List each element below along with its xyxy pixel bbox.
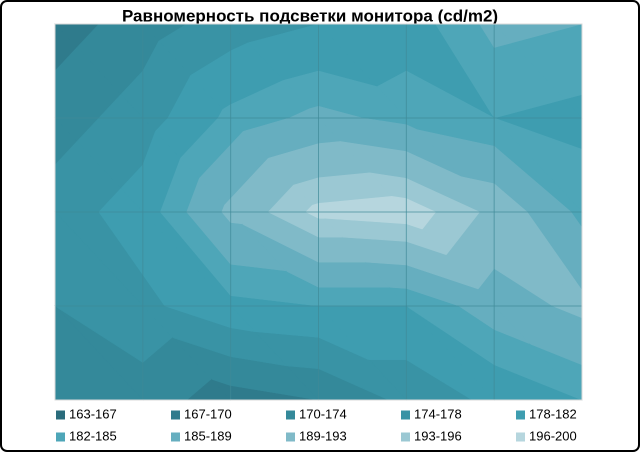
legend-label: 196-200 bbox=[529, 428, 577, 443]
plot-area bbox=[53, 23, 583, 401]
legend-label: 170-174 bbox=[299, 406, 347, 421]
grid bbox=[54, 23, 583, 401]
legend: 163-167 167-170 170-174 174-178 178-182 182-1… bbox=[56, 406, 577, 443]
legend-swatch bbox=[286, 410, 295, 420]
legend-label: 185-189 bbox=[184, 428, 232, 443]
legend-label: 182-185 bbox=[69, 428, 117, 443]
legend-label: 163-167 bbox=[69, 406, 117, 421]
legend-label: 189-193 bbox=[299, 428, 347, 443]
legend-swatch bbox=[286, 432, 295, 442]
legend-label: 167-170 bbox=[184, 406, 232, 421]
plot-border bbox=[54, 23, 583, 401]
legend-swatch bbox=[401, 410, 410, 420]
legend-label: 178-182 bbox=[529, 406, 577, 421]
legend-swatch bbox=[171, 410, 180, 420]
chart-title: Равномерность подсветки монитора (cd/m2) bbox=[122, 6, 498, 25]
legend-label: 174-178 bbox=[414, 406, 462, 421]
legend-label: 193-196 bbox=[414, 428, 462, 443]
legend-swatch bbox=[401, 432, 410, 442]
legend-swatch bbox=[516, 410, 525, 420]
legend-swatch bbox=[56, 410, 65, 420]
legend-swatch bbox=[171, 432, 180, 442]
legend-swatch bbox=[56, 432, 65, 442]
legend-swatch bbox=[516, 432, 525, 442]
